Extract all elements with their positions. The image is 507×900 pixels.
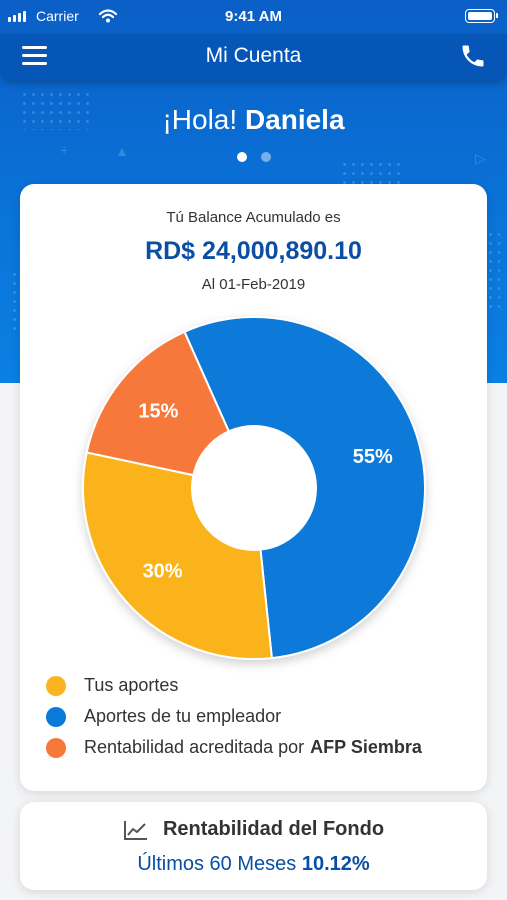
battery-icon	[465, 9, 498, 23]
page-indicator	[237, 152, 271, 162]
wifi-icon	[98, 9, 118, 23]
carrier-label: Carrier	[36, 8, 79, 24]
legend-swatch	[46, 737, 66, 758]
legend-label: Aportes de tu empleador	[84, 706, 282, 726]
balance-label: Tú Balance Acumulado es	[166, 209, 341, 226]
legend-label: Tus aportes	[84, 675, 179, 695]
fund-return-card[interactable]: Rentabilidad del Fondo Últimos 60 Meses …	[20, 802, 487, 890]
balance-pie-chart: 55% 30% 15%	[82, 316, 426, 660]
dot-pattern	[20, 90, 90, 130]
page-dot[interactable]	[261, 152, 271, 162]
line-chart-icon	[123, 820, 147, 840]
donut-hole	[191, 425, 317, 551]
legend-label-bold: AFP Siembra	[310, 737, 422, 757]
chart-legend: Tus aportes Aportes de tu empleador Rent…	[46, 670, 422, 763]
legend-item: Rentabilidad acreditada por AFP Siembra	[46, 732, 422, 763]
cross-decoration: +	[60, 142, 69, 158]
fund-return-title: Rentabilidad del Fondo	[162, 818, 385, 840]
fund-return-header: Rentabilidad del Fondo	[20, 818, 487, 841]
play-decoration: ▷	[475, 150, 486, 166]
play-decoration: ▲	[115, 143, 129, 159]
legend-swatch	[46, 675, 66, 696]
phone-icon[interactable]	[459, 42, 487, 70]
status-time: 9:41 AM	[225, 8, 282, 25]
page-title: Mi Cuenta	[205, 44, 302, 67]
greeting: ¡Hola! Daniela	[0, 104, 507, 136]
top-navbar: Mi Cuenta	[0, 34, 507, 80]
balance-card: Tú Balance Acumulado es RD$ 24,000,890.1…	[20, 184, 487, 791]
pie-slice-label: 30%	[143, 560, 183, 582]
hamburger-menu-icon[interactable]	[22, 46, 47, 66]
fund-return-period: Últimos 60 Meses	[137, 853, 297, 875]
status-bar: Carrier 9:41 AM	[0, 0, 507, 34]
pie-slice-label: 55%	[353, 446, 393, 468]
pie-slice-label: 15%	[138, 401, 178, 423]
legend-item: Tus aportes	[46, 670, 422, 701]
legend-label: Rentabilidad acreditada por	[84, 737, 305, 757]
greeting-name: Daniela	[244, 104, 345, 135]
fund-return-percent: 10.12%	[301, 853, 370, 875]
legend-item: Aportes de tu empleador	[46, 701, 422, 732]
legend-swatch	[46, 706, 66, 727]
balance-date: Al 01-Feb-2019	[201, 276, 306, 293]
balance-amount: RD$ 24,000,890.10	[145, 237, 362, 265]
fund-return-value: Últimos 60 Meses 10.12%	[20, 853, 487, 876]
page-dot-active[interactable]	[237, 152, 247, 162]
signal-icon	[8, 11, 26, 22]
greeting-prefix: ¡Hola!	[162, 104, 238, 135]
